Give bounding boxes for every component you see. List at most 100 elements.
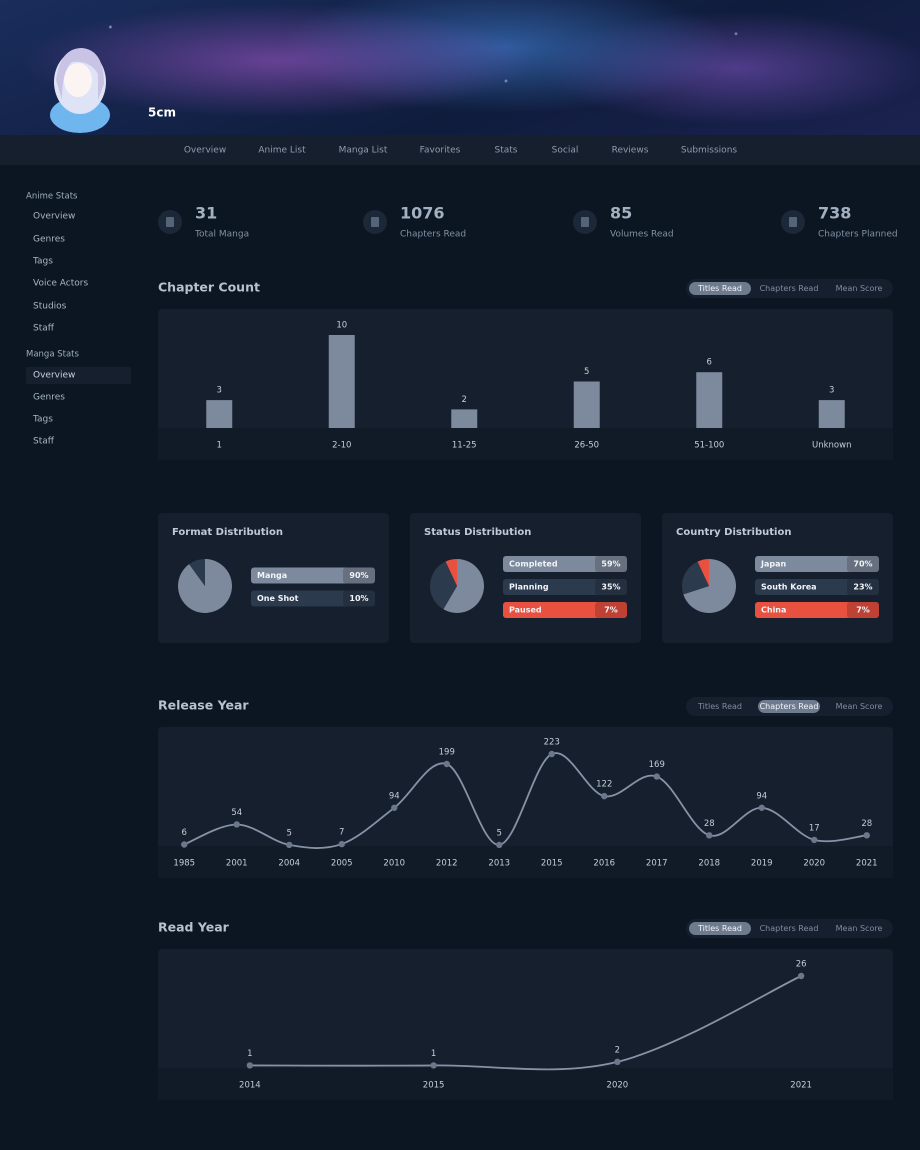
x-tick-label: 2015 bbox=[541, 859, 563, 869]
point bbox=[811, 836, 818, 844]
summary-label: Chapters Planned bbox=[818, 230, 898, 240]
tab-active-bg bbox=[689, 922, 751, 935]
data-label: 2 bbox=[462, 395, 467, 405]
data-label: 17 bbox=[809, 823, 820, 833]
pie-slice bbox=[178, 559, 233, 613]
sidebar-link[interactable]: Tags bbox=[32, 415, 53, 425]
data-label: 6 bbox=[707, 358, 712, 368]
x-tick-label: 1985 bbox=[173, 859, 195, 869]
line bbox=[183, 752, 867, 849]
point bbox=[863, 832, 870, 839]
point bbox=[601, 792, 608, 800]
data-label: 54 bbox=[231, 808, 242, 818]
legend-pct-bg bbox=[343, 567, 375, 584]
legend-row bbox=[503, 579, 627, 595]
profile-name: 5cm bbox=[148, 106, 176, 120]
tab[interactable]: Titles Read bbox=[697, 702, 742, 711]
legend-row bbox=[755, 579, 879, 595]
data-label: 6 bbox=[182, 828, 187, 838]
sidebar-link[interactable]: Genres bbox=[33, 235, 65, 245]
data-label: 28 bbox=[861, 819, 872, 829]
nav-link[interactable]: Overview bbox=[184, 146, 226, 156]
sidebar-link[interactable]: Staff bbox=[33, 437, 55, 447]
x-tick-label: 26-50 bbox=[574, 441, 599, 451]
sidebar-link[interactable]: Overview bbox=[33, 212, 75, 222]
tab[interactable]: Mean Score bbox=[836, 924, 883, 933]
x-tick-label: 2-10 bbox=[332, 441, 351, 451]
bar bbox=[573, 381, 600, 428]
legend-pct-bg bbox=[343, 590, 375, 607]
legend-pct-bg bbox=[847, 579, 879, 595]
sidebar-link[interactable]: Staff bbox=[33, 324, 55, 334]
x-tick-label: 2014 bbox=[239, 1081, 261, 1091]
legend-pct-bg bbox=[595, 579, 627, 595]
nav-link[interactable]: Social bbox=[552, 146, 579, 156]
pie-slice bbox=[697, 559, 709, 586]
point bbox=[181, 841, 188, 848]
legend-value: 90% bbox=[349, 571, 368, 580]
bar bbox=[451, 409, 478, 428]
x-tick-label: 1 bbox=[217, 441, 222, 451]
legend-label: Planning bbox=[509, 583, 549, 592]
legend-label: China bbox=[761, 606, 786, 615]
legend-row bbox=[755, 602, 879, 618]
summary-icon-glyph bbox=[166, 217, 174, 227]
bar bbox=[818, 400, 845, 428]
data-label: 1 bbox=[247, 1049, 252, 1059]
tab[interactable]: Titles Read bbox=[697, 924, 742, 933]
legend-row bbox=[251, 567, 375, 584]
x-tick-label: 2010 bbox=[383, 859, 405, 869]
data-label: 2 bbox=[615, 1045, 620, 1055]
sidebar-heading: Anime Stats bbox=[26, 192, 78, 202]
point bbox=[430, 1062, 437, 1069]
tab[interactable]: Chapters Read bbox=[760, 702, 819, 711]
data-label: 28 bbox=[704, 819, 715, 829]
sidebar-link[interactable]: Genres bbox=[33, 393, 65, 403]
sidebar-active-bg bbox=[26, 367, 131, 384]
tab[interactable]: Chapters Read bbox=[760, 284, 819, 293]
x-tick-label: Unknown bbox=[812, 441, 851, 451]
legend-label: Completed bbox=[509, 560, 558, 569]
nav-bar bbox=[0, 135, 920, 165]
legend-label: South Korea bbox=[761, 583, 817, 592]
summary-icon-glyph bbox=[371, 217, 379, 227]
nav-link[interactable]: Submissions bbox=[681, 146, 737, 156]
legend-row bbox=[755, 556, 879, 572]
tab[interactable]: Titles Read bbox=[697, 284, 742, 293]
tab[interactable]: Mean Score bbox=[836, 284, 883, 293]
bar bbox=[206, 400, 233, 428]
point bbox=[758, 804, 765, 811]
x-axis-strip bbox=[158, 846, 893, 878]
data-label: 26 bbox=[796, 960, 807, 970]
sidebar-link[interactable]: Tags bbox=[32, 257, 53, 267]
pie-slice bbox=[682, 561, 709, 595]
point bbox=[614, 1058, 621, 1066]
data-label: 94 bbox=[756, 791, 767, 801]
nav-link[interactable]: Favorites bbox=[420, 146, 461, 156]
x-tick-label: 2013 bbox=[488, 859, 510, 869]
nav-link[interactable]: Stats bbox=[495, 146, 518, 156]
tab[interactable]: Chapters Read bbox=[760, 924, 819, 933]
nav-link[interactable]: Manga List bbox=[339, 146, 388, 156]
sidebar-link[interactable]: Overview bbox=[33, 371, 75, 381]
nav-link[interactable]: Anime List bbox=[258, 146, 306, 156]
x-tick-label: 11-25 bbox=[452, 441, 477, 451]
data-label: 10 bbox=[336, 321, 347, 331]
sidebar-link[interactable]: Studios bbox=[33, 302, 67, 312]
point bbox=[338, 840, 345, 848]
x-tick-label: 2021 bbox=[790, 1081, 812, 1091]
tab[interactable]: Mean Score bbox=[836, 702, 883, 711]
data-label: 3 bbox=[829, 386, 834, 396]
x-axis-strip bbox=[158, 1068, 893, 1100]
data-label: 223 bbox=[544, 738, 560, 748]
data-label: 5 bbox=[497, 828, 502, 838]
point bbox=[797, 972, 805, 980]
nav-link[interactable]: Reviews bbox=[612, 146, 649, 156]
tab-active-bg bbox=[689, 282, 751, 295]
legend-value: 7% bbox=[604, 606, 618, 615]
x-tick-label: 2020 bbox=[803, 859, 825, 869]
sidebar-link[interactable]: Voice Actors bbox=[33, 279, 88, 289]
data-label: 7 bbox=[339, 828, 344, 838]
card-title: Format Distribution bbox=[172, 527, 283, 538]
